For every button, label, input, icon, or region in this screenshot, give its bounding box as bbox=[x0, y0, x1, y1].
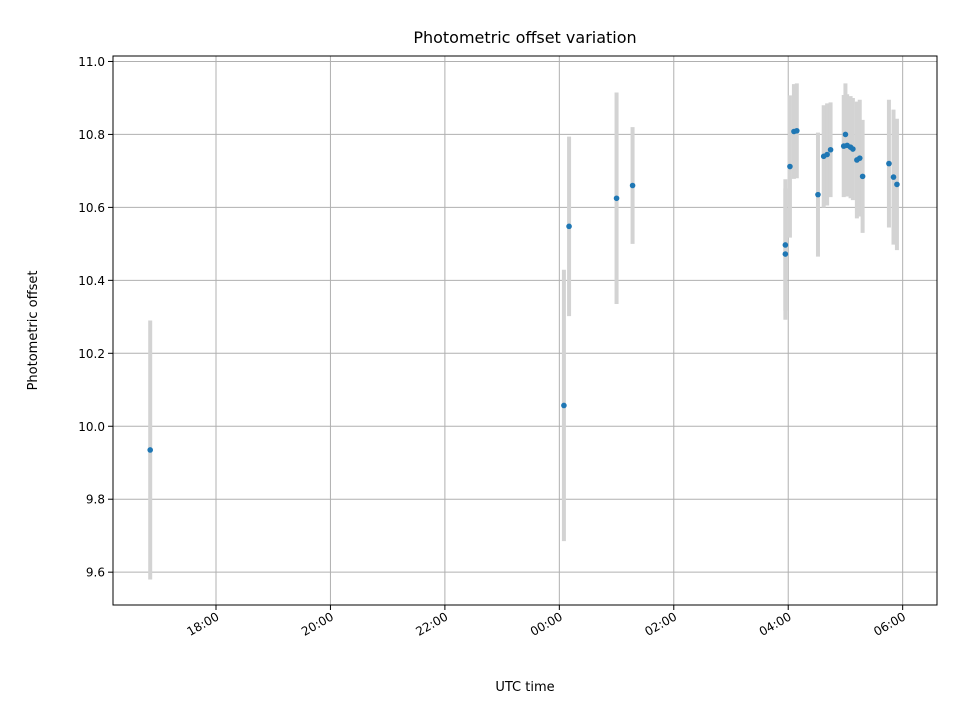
data-point bbox=[886, 160, 892, 167]
y-tick-label: 10.0 bbox=[78, 420, 105, 434]
data-point bbox=[794, 127, 800, 134]
plot-area-frame bbox=[112, 55, 938, 606]
data-point bbox=[890, 174, 897, 180]
data-point bbox=[859, 173, 866, 180]
error-bars bbox=[148, 83, 899, 580]
data-point bbox=[629, 182, 636, 189]
data-point bbox=[842, 131, 849, 138]
data-point bbox=[782, 242, 789, 248]
y-tick-label: 10.2 bbox=[78, 347, 105, 361]
y-tick-label: 9.8 bbox=[86, 493, 105, 507]
y-tick-label: 9.6 bbox=[86, 566, 105, 580]
data-points bbox=[147, 127, 900, 453]
x-tick-label: 18:00 bbox=[185, 609, 222, 638]
data-point bbox=[824, 151, 830, 158]
x-axis-label: UTC time bbox=[495, 680, 554, 695]
data-point bbox=[856, 155, 863, 161]
data-point bbox=[787, 163, 793, 170]
data-point bbox=[827, 146, 834, 153]
grid-lines bbox=[113, 56, 937, 605]
x-tick-label: 02:00 bbox=[642, 609, 679, 638]
x-tick-label: 20:00 bbox=[299, 609, 336, 638]
data-point bbox=[815, 191, 821, 198]
x-axis-ticks: 18:00 20:00 22:00 00:00 02:00 04:00 06:00 bbox=[185, 605, 908, 639]
y-tick-label: 10.4 bbox=[78, 274, 105, 288]
chart-title: Photometric offset variation bbox=[413, 28, 636, 47]
data-point bbox=[147, 447, 153, 453]
data-point bbox=[782, 251, 789, 257]
data-point bbox=[561, 402, 567, 409]
x-tick-label: 22:00 bbox=[413, 609, 450, 638]
y-axis-ticks: 9.6 9.8 10.0 10.2 10.4 10.6 10.8 11.0 bbox=[78, 55, 113, 580]
y-axis-label: Photometric offset bbox=[26, 271, 41, 391]
y-tick-label: 10.6 bbox=[78, 201, 105, 215]
y-tick-label: 10.8 bbox=[78, 128, 105, 142]
x-tick-label: 04:00 bbox=[757, 609, 794, 638]
x-tick-label: 00:00 bbox=[528, 609, 565, 638]
data-point bbox=[850, 146, 856, 152]
x-tick-label: 06:00 bbox=[871, 609, 908, 638]
data-point bbox=[613, 195, 620, 202]
y-tick-label: 11.0 bbox=[78, 55, 105, 69]
data-point bbox=[894, 181, 900, 188]
data-point bbox=[566, 223, 572, 230]
